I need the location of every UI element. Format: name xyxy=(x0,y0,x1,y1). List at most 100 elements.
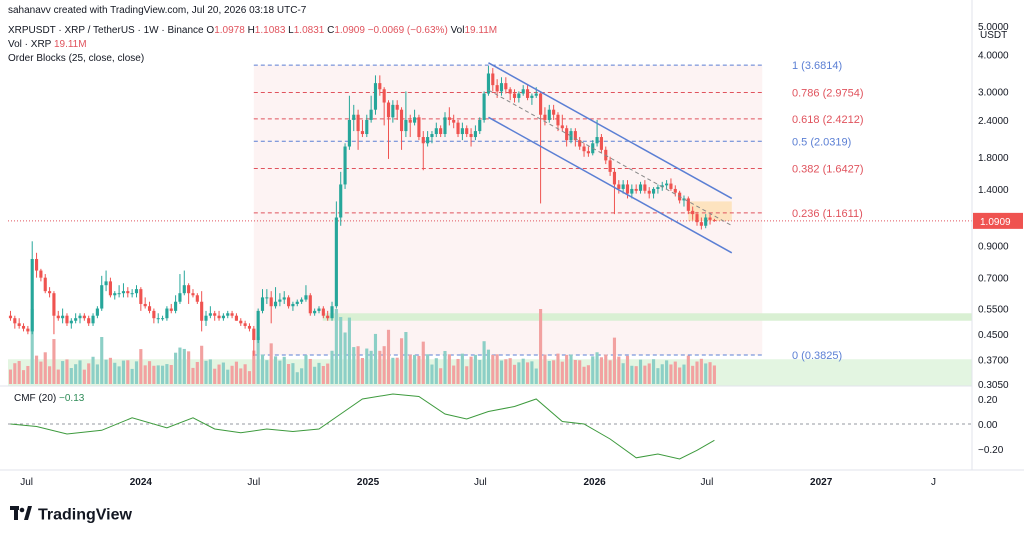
candle-body xyxy=(295,301,299,304)
candle-body xyxy=(165,308,169,319)
volume-bar xyxy=(43,352,47,384)
volume-bar xyxy=(260,354,265,384)
candle-body xyxy=(525,89,530,98)
candle-body xyxy=(391,104,395,118)
volume-bar xyxy=(313,366,317,384)
cmf-tick-label: 0.20 xyxy=(978,395,998,406)
volume-bar xyxy=(126,360,130,384)
candle xyxy=(612,167,617,215)
vol-value: 19.11M xyxy=(464,25,498,36)
candle-body xyxy=(247,325,252,329)
candle-body xyxy=(95,308,99,316)
candle-body xyxy=(695,214,699,223)
candle-body xyxy=(382,89,386,103)
volume-bar xyxy=(478,360,482,384)
volume-bar xyxy=(326,363,330,384)
volume-bar xyxy=(273,356,278,384)
time-tick-label: 2024 xyxy=(130,477,153,488)
candle xyxy=(578,137,582,150)
volume-bar xyxy=(152,365,156,384)
volume-bars-layer xyxy=(8,309,716,384)
candle xyxy=(282,291,286,304)
candle-body xyxy=(595,137,599,144)
candle-body xyxy=(78,315,82,319)
candle xyxy=(287,295,291,309)
candle-body xyxy=(226,313,230,316)
candle xyxy=(26,325,30,335)
candle-body xyxy=(647,190,651,194)
tradingview-logo-icon xyxy=(10,506,32,525)
candle-body xyxy=(347,119,351,147)
candle-body xyxy=(174,301,178,311)
volume-bar xyxy=(525,362,530,384)
candle xyxy=(417,114,421,141)
volume-bar xyxy=(556,353,560,384)
ohlc-legend: XRPUSDT · XRP / TetherUS · 1W · Binance … xyxy=(8,25,497,36)
candle-body xyxy=(534,93,538,96)
volume-bar xyxy=(578,360,582,384)
candle-body xyxy=(34,258,39,271)
volume-bar xyxy=(300,368,304,384)
candle-body xyxy=(178,293,182,302)
candle xyxy=(226,310,230,319)
price-tick-label: 0.3700 xyxy=(978,355,1009,366)
close-value: 1.0909 xyxy=(334,25,365,36)
candle-body xyxy=(269,297,273,307)
candle-body xyxy=(539,93,543,115)
volume-bar xyxy=(612,337,617,384)
price-tick-label: 1.8000 xyxy=(978,153,1009,164)
order-blocks-legend: Order Blocks (25, close, close) xyxy=(8,53,145,64)
candle-body xyxy=(599,137,603,150)
candle xyxy=(656,184,660,194)
volume-bar xyxy=(534,368,538,384)
volume-bar xyxy=(78,360,82,384)
candle xyxy=(491,68,495,92)
candle-body xyxy=(665,183,669,186)
candle xyxy=(69,318,73,329)
candle xyxy=(117,285,121,298)
candle-body xyxy=(643,184,647,191)
candle xyxy=(195,293,199,304)
volume-bar xyxy=(426,354,430,384)
volume-indicator-label: Vol · XRP xyxy=(8,39,52,50)
candle xyxy=(174,295,178,314)
candle xyxy=(243,320,247,329)
candle xyxy=(304,285,308,302)
volume-bar xyxy=(638,359,643,384)
fib-level-label-1: 0.786 (2.9754) xyxy=(792,87,864,99)
last-price-label: 1.0909 xyxy=(980,217,1011,228)
candle xyxy=(486,65,491,96)
candle-body xyxy=(134,289,139,294)
candle xyxy=(334,201,338,309)
candle xyxy=(160,315,165,321)
volume-bar xyxy=(465,366,469,384)
candle-body xyxy=(552,109,556,115)
candle xyxy=(191,289,195,298)
volume-bar xyxy=(230,365,234,384)
candle-body xyxy=(495,85,499,92)
candle xyxy=(308,293,312,316)
candle xyxy=(21,323,26,332)
candle-body xyxy=(113,293,117,296)
candle-body xyxy=(573,131,577,141)
candle-body xyxy=(512,93,517,98)
candle xyxy=(182,270,186,296)
candle-body xyxy=(252,328,256,341)
volume-bar xyxy=(317,362,321,384)
volume-bar xyxy=(699,358,703,384)
candle xyxy=(343,143,347,189)
candle xyxy=(517,91,521,103)
fib-level-label-3: 0.5 (2.0319) xyxy=(792,136,851,148)
volume-bar xyxy=(434,358,438,384)
candle-body xyxy=(56,315,60,319)
candle xyxy=(347,95,351,150)
volume-bar xyxy=(686,355,690,384)
candle xyxy=(326,310,330,321)
price-tick-label: 1.4000 xyxy=(978,185,1009,196)
candle xyxy=(460,122,464,141)
time-tick-label: Jul xyxy=(701,477,714,488)
candle xyxy=(708,213,712,225)
candle xyxy=(408,114,412,138)
volume-bar xyxy=(691,365,695,384)
